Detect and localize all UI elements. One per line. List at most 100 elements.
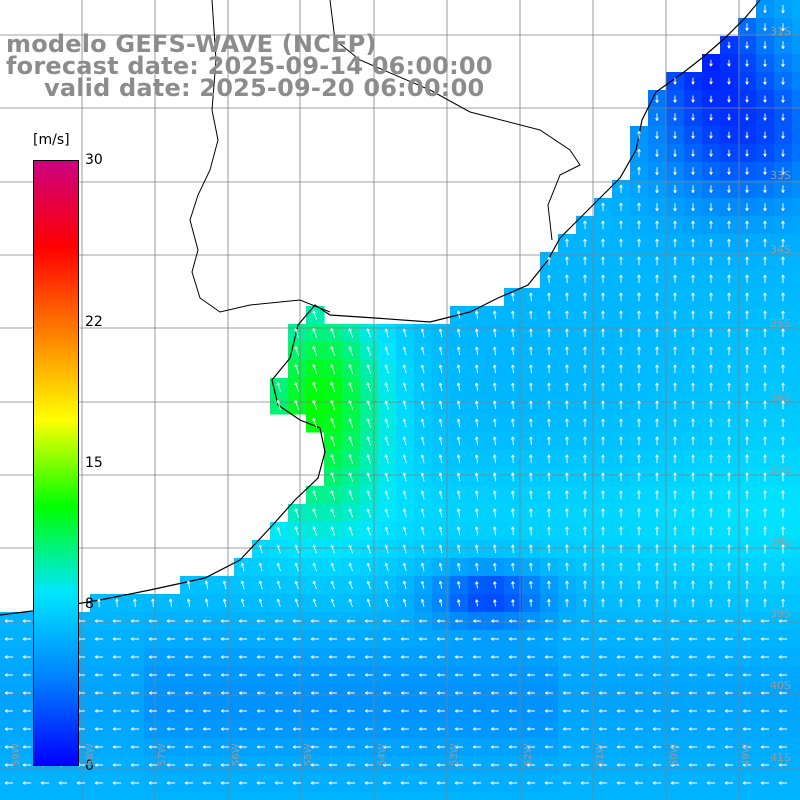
wind-arrow bbox=[691, 562, 695, 572]
wind-arrow bbox=[438, 544, 443, 554]
wind-arrow bbox=[655, 220, 659, 230]
wind-speed-cell bbox=[450, 792, 469, 800]
wind-arrow bbox=[619, 400, 623, 410]
wind-arrow bbox=[330, 562, 335, 572]
wind-arrow bbox=[490, 655, 499, 659]
forecast-date: forecast date: 2025-09-14 06:00:00 bbox=[6, 52, 493, 80]
wind-arrow bbox=[22, 745, 32, 749]
wind-arrow bbox=[727, 41, 731, 49]
wind-arrow bbox=[637, 148, 641, 157]
wind-arrow bbox=[238, 745, 247, 749]
wind-arrow bbox=[256, 763, 266, 767]
wind-arrow bbox=[148, 619, 158, 623]
wind-arrow bbox=[346, 763, 356, 767]
wind-arrow bbox=[366, 400, 372, 410]
wind-arrow bbox=[492, 562, 497, 571]
wind-arrow bbox=[691, 544, 695, 554]
wind-arrow bbox=[508, 763, 518, 767]
wind-arrow bbox=[492, 346, 497, 356]
wind-arrow bbox=[763, 400, 767, 410]
wind-arrow bbox=[420, 346, 425, 356]
wind-speed-cell bbox=[792, 378, 800, 397]
wind-arrow bbox=[637, 256, 641, 266]
wind-arrow bbox=[583, 472, 587, 482]
wind-arrow bbox=[619, 562, 623, 572]
wind-arrow bbox=[745, 41, 749, 49]
wind-arrow bbox=[258, 562, 263, 572]
wind-arrow bbox=[655, 490, 659, 500]
wind-arrow bbox=[673, 418, 677, 428]
wind-arrow bbox=[474, 544, 479, 554]
wind-arrow bbox=[673, 328, 677, 338]
wind-arrow bbox=[510, 454, 515, 464]
wind-arrow bbox=[781, 256, 785, 266]
wind-arrow bbox=[781, 5, 785, 14]
wind-arrow bbox=[364, 727, 373, 731]
wind-arrow bbox=[346, 745, 355, 749]
wind-arrow bbox=[420, 382, 425, 392]
wind-arrow bbox=[202, 637, 212, 641]
wind-arrow bbox=[637, 184, 641, 193]
wind-arrow bbox=[619, 544, 623, 554]
wind-arrow bbox=[727, 113, 731, 121]
wind-arrow bbox=[601, 418, 605, 428]
wind-arrow bbox=[400, 655, 409, 659]
wind-arrow bbox=[4, 619, 14, 623]
wind-arrow bbox=[328, 691, 337, 695]
wind-arrow bbox=[724, 655, 734, 659]
wind-arrow bbox=[492, 382, 497, 392]
wind-arrow bbox=[112, 655, 122, 659]
wind-arrow bbox=[565, 454, 569, 464]
wind-arrow bbox=[763, 472, 767, 482]
wind-arrow bbox=[583, 346, 587, 356]
wind-arrow bbox=[619, 184, 623, 194]
wind-arrow bbox=[763, 220, 767, 229]
model-title: modelo GEFS-WAVE (NCEP) bbox=[6, 30, 377, 58]
wind-arrow bbox=[294, 544, 299, 554]
wind-arrow bbox=[727, 77, 731, 85]
wind-arrow bbox=[202, 619, 212, 623]
wind-arrow bbox=[619, 472, 623, 482]
wind-speed-cell bbox=[792, 144, 800, 163]
wind-arrow bbox=[688, 691, 697, 695]
wind-arrow bbox=[655, 562, 659, 572]
wind-arrow bbox=[274, 781, 284, 785]
wind-arrow bbox=[456, 526, 461, 536]
wind-arrow bbox=[22, 691, 31, 695]
wind-arrow bbox=[436, 655, 445, 659]
wind-arrow bbox=[709, 274, 713, 284]
wind-arrow bbox=[456, 544, 461, 554]
wind-arrow bbox=[778, 709, 787, 713]
wind-arrow bbox=[492, 328, 497, 338]
wind-arrow bbox=[655, 167, 659, 176]
wind-speed-cell bbox=[144, 792, 163, 800]
wind-arrow bbox=[438, 454, 443, 464]
wind-arrow bbox=[238, 619, 248, 623]
wind-arrow bbox=[312, 508, 318, 518]
wind-arrow bbox=[544, 763, 554, 767]
wind-arrow bbox=[4, 781, 14, 785]
wind-arrow bbox=[166, 745, 175, 749]
wind-arrow bbox=[742, 673, 752, 677]
wind-speed-cell bbox=[666, 792, 685, 800]
wind-arrow bbox=[400, 781, 410, 785]
wind-arrow bbox=[655, 328, 659, 338]
wind-arrow bbox=[346, 673, 355, 677]
latitude-label: 37S bbox=[770, 463, 791, 476]
wind-arrow bbox=[402, 400, 407, 410]
wind-arrow bbox=[616, 781, 626, 785]
wind-speed-cell bbox=[792, 72, 800, 91]
wind-arrow bbox=[508, 745, 517, 749]
wind-arrow bbox=[562, 673, 571, 677]
wind-arrow bbox=[724, 763, 734, 767]
wind-arrow bbox=[330, 417, 336, 429]
wind-arrow bbox=[637, 490, 641, 500]
wind-arrow bbox=[580, 781, 590, 785]
wind-arrow bbox=[366, 436, 371, 446]
wind-arrow bbox=[727, 310, 731, 320]
longitude-label: 57W bbox=[157, 743, 168, 766]
wind-arrow bbox=[510, 526, 515, 536]
wind-arrow bbox=[601, 328, 605, 338]
longitude-label: 52W bbox=[523, 743, 534, 766]
wind-arrow bbox=[456, 562, 461, 572]
